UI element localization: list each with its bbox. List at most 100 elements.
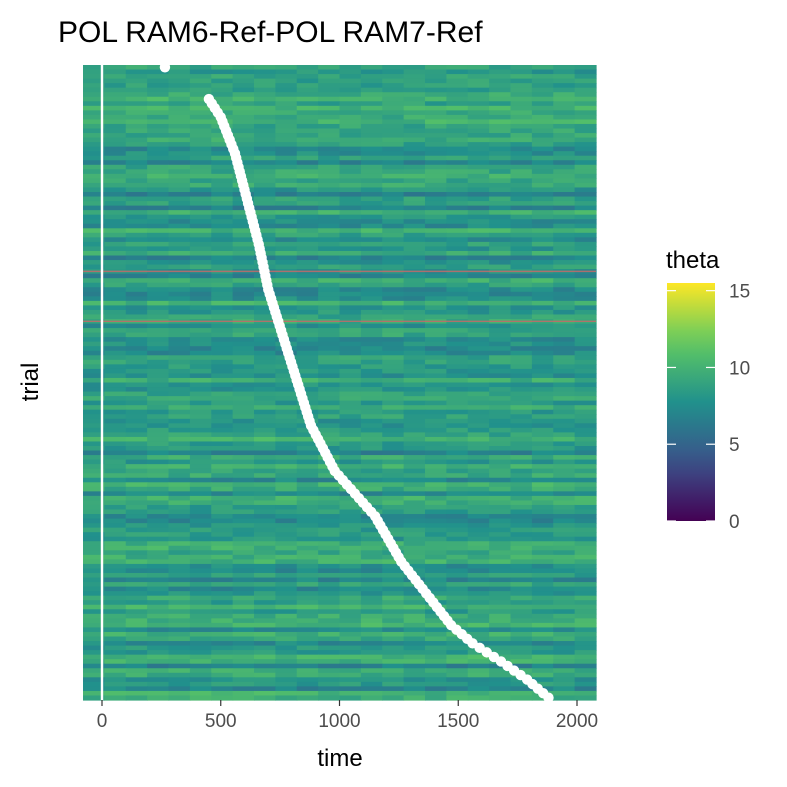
heat-cell: [168, 677, 191, 683]
heat-cell: [147, 650, 170, 656]
heat-cell: [446, 563, 469, 570]
heat-cell: [553, 495, 576, 502]
heat-cell: [318, 146, 341, 152]
heat-cell: [339, 618, 362, 624]
heat-cell: [553, 514, 576, 520]
heat-cell: [489, 495, 512, 502]
heat-cell: [382, 591, 405, 597]
heat-cell: [531, 232, 554, 238]
heat-cell: [382, 241, 405, 248]
heat-cell: [382, 201, 405, 207]
heat-cell: [403, 677, 426, 683]
heat-cell: [531, 151, 554, 157]
heat-cell: [318, 328, 341, 334]
heat-cell: [574, 201, 597, 207]
heat-cell: [531, 468, 554, 474]
heat-cell: [339, 418, 362, 424]
heat-cell: [382, 473, 405, 479]
heat-cell: [425, 495, 447, 502]
heat-cell: [189, 173, 212, 179]
heat-cell: [467, 573, 490, 579]
heat-cell: [104, 83, 127, 89]
heat-cell: [553, 210, 576, 216]
heat-cell: [510, 128, 533, 134]
heat-cell: [382, 83, 405, 89]
heat-cell: [104, 237, 127, 243]
heat-cell: [232, 681, 255, 687]
heat-cell: [339, 169, 362, 175]
heat-cell: [403, 110, 426, 116]
heat-cell: [360, 446, 383, 452]
heat-cell: [211, 677, 234, 683]
heat-cell: [467, 518, 490, 524]
heat-cell: [318, 264, 341, 270]
heat-cell: [360, 133, 383, 139]
heat-cell: [189, 119, 212, 125]
heat-cell: [232, 441, 255, 447]
heat-cell: [168, 591, 191, 597]
heat-cell: [211, 473, 234, 479]
heat-cell: [489, 586, 512, 592]
heat-cell: [531, 491, 554, 497]
heat-cell: [147, 695, 170, 701]
heat-cell: [553, 391, 576, 397]
heat-cell: [467, 636, 490, 642]
heat-cell: [510, 500, 533, 506]
heat-cell: [296, 83, 319, 89]
heat-cell: [553, 74, 576, 80]
heat-cell: [189, 187, 212, 193]
heat-cell: [467, 219, 490, 225]
heat-cell: [425, 350, 447, 356]
heat-cell: [425, 96, 447, 102]
heat-cell: [574, 396, 597, 402]
heat-cell: [189, 232, 212, 238]
heat-cell: [147, 373, 170, 379]
heat-cell: [553, 486, 576, 492]
heat-cell: [318, 514, 341, 520]
heat-cell: [125, 631, 148, 638]
heat-cell: [83, 364, 105, 370]
heat-cell: [446, 164, 469, 170]
heat-cell: [104, 514, 127, 520]
heat-cell: [232, 595, 255, 601]
legend-colorbar: [667, 283, 715, 521]
heat-cell: [318, 550, 341, 556]
heat-cell: [382, 137, 405, 143]
heat-cell: [360, 573, 383, 579]
heat-cell: [168, 672, 191, 678]
heat-cell: [168, 436, 191, 443]
heat-cell: [189, 577, 212, 583]
heat-cell: [339, 282, 362, 288]
heat-cell: [211, 87, 234, 93]
heat-cell: [189, 355, 212, 361]
heat-cell: [275, 672, 298, 678]
heat-cell: [360, 377, 383, 384]
heat-cell: [553, 613, 576, 619]
heat-cell: [382, 686, 405, 692]
heat-cell: [189, 382, 212, 388]
heat-cell: [446, 123, 469, 130]
heat-cell: [382, 182, 405, 189]
heat-cell: [467, 305, 490, 311]
heat-cell: [531, 604, 554, 610]
heat-cell: [147, 210, 170, 216]
heat-cell: [254, 246, 276, 252]
heat-cell: [489, 101, 512, 107]
heat-cell: [168, 609, 191, 615]
heat-cell: [275, 690, 298, 697]
heat-cell: [232, 155, 255, 161]
heat-cell: [510, 504, 533, 511]
heat-cell: [574, 504, 597, 511]
heat-cell: [125, 65, 148, 71]
heat-cell: [339, 695, 362, 701]
heat-cell: [189, 250, 212, 257]
heat-cell: [189, 314, 212, 320]
heat-cell: [168, 350, 191, 356]
heat-cell: [531, 450, 554, 456]
heat-cell: [296, 650, 319, 656]
heat-cell: [232, 609, 255, 615]
heat-cell: [83, 223, 105, 229]
heat-cell: [467, 396, 490, 402]
heat-cell: [275, 137, 298, 143]
heat-cell: [403, 78, 426, 84]
